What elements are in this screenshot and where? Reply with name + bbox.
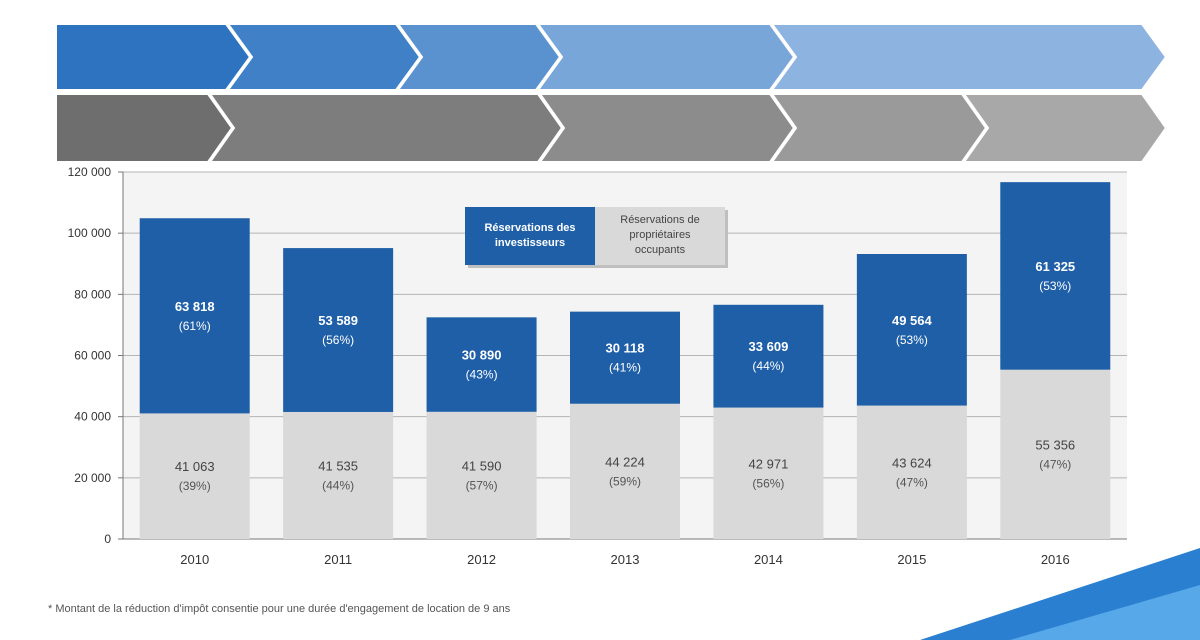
bar-investors	[426, 317, 537, 412]
bar-group-2014: 42 971 (56%) 33 609 (44%) 2014	[713, 304, 824, 567]
x-tick-label: 2013	[611, 552, 640, 567]
owner-value-label: 41 535	[318, 458, 358, 473]
investor-scheme-arrow	[55, 23, 252, 91]
y-tick-label: 120 000	[68, 165, 112, 179]
owner-share-label: (47%)	[896, 475, 928, 489]
bar-investors	[1000, 182, 1111, 370]
owner-scheme-arrow	[770, 93, 988, 163]
legend-investors-label: Réservations des	[484, 222, 575, 234]
investor-share-label: (44%)	[752, 359, 784, 373]
y-tick-label: 100 000	[68, 226, 112, 240]
bar-owner-occupiers	[283, 411, 394, 539]
investor-value-label: 53 589	[318, 313, 358, 328]
legend-investors-swatch	[465, 207, 595, 265]
owner-value-label: 43 624	[892, 455, 932, 470]
footnote: * Montant de la réduction d'impôt consen…	[48, 603, 511, 615]
bar-investors	[856, 254, 967, 406]
owner-scheme-arrow	[962, 93, 1168, 163]
owner-share-label: (39%)	[179, 479, 211, 493]
x-tick-label: 2012	[467, 552, 496, 567]
investor-scheme-arrow	[536, 23, 796, 91]
legend-owners-label: propriétaires	[629, 229, 691, 241]
owner-share-label: (59%)	[609, 474, 641, 488]
bar-group-2015: 43 624 (47%) 49 564 (53%) 2015	[856, 254, 967, 567]
x-tick-label: 2016	[1041, 552, 1070, 567]
x-tick-label: 2010	[180, 552, 209, 567]
investor-scheme-arrow	[396, 23, 562, 91]
bar-group-2013: 44 224 (59%) 30 118 (41%) 2013	[570, 311, 680, 567]
investor-share-label: (53%)	[1039, 279, 1071, 293]
bar-group-2012: 41 590 (57%) 30 890 (43%) 2012	[426, 317, 537, 567]
bar-investors	[283, 248, 394, 412]
legend-owners-swatch	[595, 207, 725, 265]
x-tick-label: 2014	[754, 552, 783, 567]
bar-owner-occupiers	[856, 405, 967, 539]
owner-value-label: 41 590	[462, 458, 502, 473]
y-tick-label: 40 000	[74, 410, 111, 424]
owner-share-label: (44%)	[322, 478, 354, 492]
investor-scheme-arrow	[770, 23, 1168, 91]
investor-share-label: (41%)	[609, 361, 641, 375]
legend: Réservations des investisseurs Réservation…	[465, 207, 728, 268]
legend-owners-label: occupants	[635, 244, 686, 256]
investor-value-label: 49 564	[892, 313, 933, 328]
owner-share-label: (47%)	[1039, 457, 1071, 471]
owner-scheme-arrow	[538, 93, 796, 163]
bar-owner-occupiers	[139, 413, 250, 539]
bar-owner-occupiers	[570, 403, 680, 539]
bar-group-2010: 41 063 (39%) 63 818 (61%) 2010	[139, 218, 250, 567]
y-tick-label: 20 000	[74, 471, 111, 485]
investor-share-label: (53%)	[896, 333, 928, 347]
bar-group-2016: 55 356 (47%) 61 325 (53%) 2016	[1000, 182, 1111, 567]
x-tick-label: 2015	[897, 552, 926, 567]
bar-owner-occupiers	[713, 407, 824, 539]
y-tick-label: 0	[104, 532, 111, 546]
bar-investors	[713, 304, 824, 408]
owner-value-label: 55 356	[1035, 437, 1075, 452]
legend-investors-label: investisseurs	[495, 237, 565, 249]
investor-value-label: 61 325	[1035, 259, 1075, 274]
owner-scheme-arrow	[55, 93, 234, 163]
investor-value-label: 30 118	[605, 341, 644, 356]
bar-investors	[139, 218, 250, 414]
owner-scheme-arrow	[208, 93, 564, 163]
bar-owner-occupiers	[426, 411, 537, 539]
owner-value-label: 41 063	[175, 459, 215, 474]
investor-share-label: (56%)	[322, 333, 354, 347]
owner-value-label: 42 971	[749, 456, 789, 471]
investor-value-label: 33 609	[749, 339, 789, 354]
bar-group-2011: 41 535 (44%) 53 589 (56%) 2011	[283, 248, 394, 567]
owner-value-label: 44 224	[605, 454, 645, 469]
investor-value-label: 30 890	[462, 348, 502, 363]
corner-decoration	[1010, 585, 1200, 640]
y-tick-label: 60 000	[74, 349, 111, 363]
y-tick-label: 80 000	[74, 287, 111, 301]
investor-scheme-arrow	[226, 23, 422, 91]
owner-share-label: (57%)	[466, 478, 498, 492]
bar-owner-occupiers	[1000, 369, 1111, 539]
x-tick-label: 2011	[324, 552, 352, 567]
owner-share-label: (56%)	[752, 476, 784, 490]
investor-value-label: 63 818	[175, 299, 215, 314]
investor-share-label: (43%)	[466, 368, 498, 382]
bar-investors	[570, 311, 680, 404]
legend-owners-label: Réservations de	[620, 214, 700, 226]
investor-share-label: (61%)	[179, 319, 211, 333]
